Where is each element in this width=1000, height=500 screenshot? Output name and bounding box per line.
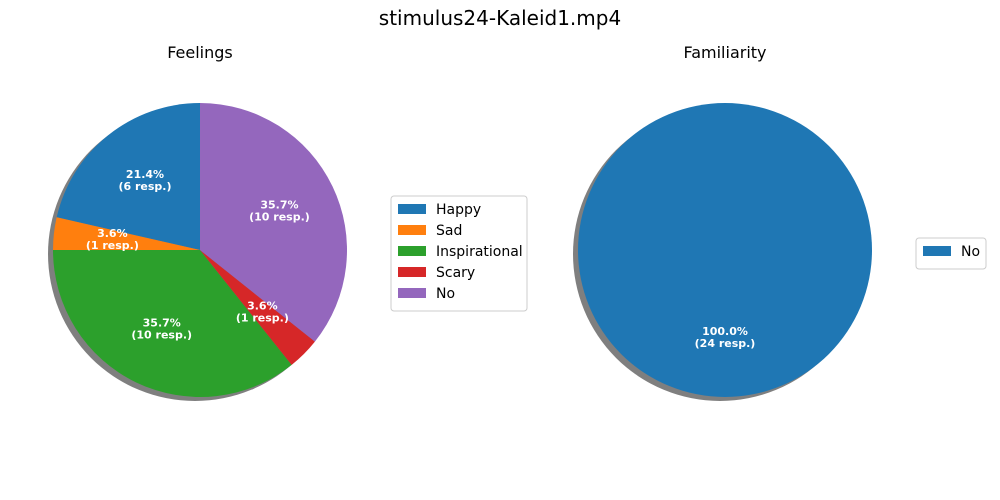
legend-swatch-inspirational — [398, 246, 426, 256]
pie-slice-sad — [53, 217, 200, 250]
slice-label-no: 100.0% (24 resp.) — [695, 325, 756, 350]
slice-resp-count: (10 resp.) — [249, 211, 310, 224]
legend-label-inspirational: Inspirational — [436, 244, 523, 260]
legend-swatch-no — [923, 246, 951, 256]
pie-slice-happy — [56, 103, 201, 250]
pie-slice-scary — [200, 250, 315, 365]
slice-resp-count: (10 resp.) — [131, 328, 192, 341]
figure-title: stimulus24-Kaleid1.mp4 — [379, 6, 621, 30]
legend-swatch-happy — [398, 204, 426, 214]
legend: Happy Sad Inspirational Scary No — [390, 195, 528, 312]
legend-swatch-no — [398, 288, 426, 298]
slice-percent: 21.4% — [126, 168, 164, 181]
legend-label-happy: Happy — [436, 202, 481, 218]
legend-label-sad: Sad — [436, 223, 462, 239]
slice-resp-count: (1 resp.) — [236, 311, 289, 324]
slice-percent: 100.0% — [702, 325, 748, 338]
slice-resp-count: (24 resp.) — [695, 337, 756, 350]
legend: No — [915, 237, 987, 270]
slice-percent: 35.7% — [260, 199, 298, 212]
pie-slice-inspirational — [53, 250, 292, 398]
slice-label-scary: 3.6% (1 resp.) — [236, 299, 289, 324]
legend-swatch-scary — [398, 267, 426, 277]
slice-label-happy: 21.4% (6 resp.) — [118, 168, 171, 193]
legend-label-scary: Scary — [436, 265, 475, 281]
chart-title: Familiarity — [683, 43, 766, 62]
chart-title: Feelings — [167, 43, 233, 62]
slice-resp-count: (6 resp.) — [118, 180, 171, 193]
pie-chart-familiarity: Familiarity 100.0% (24 resp.) No — [573, 43, 987, 401]
slice-label-sad: 3.6% (1 resp.) — [86, 227, 139, 252]
slice-label-inspirational: 35.7% (10 resp.) — [131, 316, 192, 341]
slice-percent: 3.6% — [97, 227, 128, 240]
slice-resp-count: (1 resp.) — [86, 239, 139, 252]
pie-slice-no — [578, 103, 872, 397]
slice-percent: 35.7% — [143, 316, 181, 329]
legend-swatch-sad — [398, 225, 426, 235]
slice-label-no: 35.7% (10 resp.) — [249, 199, 310, 224]
slice-percent: 3.6% — [247, 299, 278, 312]
legend-label-no: No — [436, 286, 455, 302]
legend-label-no: No — [961, 244, 980, 260]
legend-frame — [390, 195, 528, 312]
pie-slice-no — [200, 103, 347, 342]
